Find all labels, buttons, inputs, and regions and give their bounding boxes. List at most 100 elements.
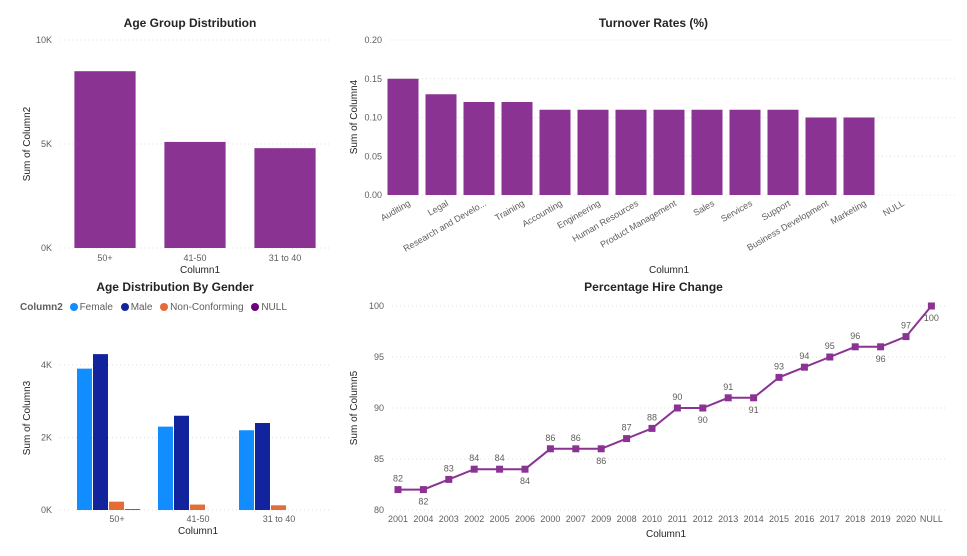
hire-marker — [800, 363, 808, 371]
bar-researchanddevelo — [463, 102, 495, 195]
data-label: 91 — [749, 405, 759, 415]
bar-50+ — [74, 71, 136, 248]
x-tick-label: 2002 — [464, 514, 484, 524]
bar-auditing — [387, 78, 419, 195]
data-label: 93 — [774, 361, 784, 371]
legend-title: Column2 — [20, 302, 63, 313]
y-axis-title: Sum of Column2 — [22, 106, 33, 181]
y-tick-label: 0.10 — [364, 113, 382, 123]
x-tick-label: 2005 — [490, 514, 510, 524]
x-tick-label: 2013 — [718, 514, 738, 524]
data-label: 97 — [901, 321, 911, 331]
y-tick-label: 100 — [369, 301, 384, 311]
x-tick-label: 2007 — [566, 514, 586, 524]
legend-dot-null — [251, 303, 260, 311]
hire-marker — [445, 475, 453, 483]
data-label: 82 — [393, 474, 403, 484]
bar-31 to 40 — [254, 148, 316, 248]
x-tick-label: 2003 — [439, 514, 459, 524]
x-tick-label: 31 to 40 — [263, 514, 296, 524]
hire-marker — [496, 465, 504, 473]
y-tick-label: 90 — [374, 403, 384, 413]
x-tick-label: 2006 — [515, 514, 535, 524]
x-tick-label: 2000 — [540, 514, 560, 524]
hire-marker — [673, 404, 681, 412]
gender-legend: Column2 Female Male Non-Conforming NULL — [20, 302, 292, 313]
data-label: 82 — [418, 497, 428, 507]
y-tick-label: 80 — [374, 505, 384, 515]
data-label: 84 — [520, 476, 530, 486]
data-label: 88 — [647, 412, 657, 422]
x-tick-label: 2010 — [642, 514, 662, 524]
data-label: 96 — [850, 331, 860, 341]
hire-marker — [699, 404, 707, 412]
y-tick-label: 4K — [41, 360, 52, 370]
x-tick-label: 2020 — [896, 514, 916, 524]
bar-male-1 — [174, 415, 189, 510]
data-label: 86 — [571, 433, 581, 443]
gender-chart-title: Age Distribution By Gender — [96, 280, 254, 294]
bar-services — [729, 109, 761, 195]
x-tick-label: 2017 — [820, 514, 840, 524]
bar-productmanagement — [653, 109, 685, 195]
turnover-chart-svg: 0.00 0.05 0.10 0.15 0.20 Column1 Sum of Column… — [349, 35, 955, 276]
bar-male-0 — [93, 354, 108, 510]
hire-marker — [546, 445, 554, 453]
hire-marker — [775, 373, 783, 381]
legend-item-null[interactable]: NULL — [251, 302, 287, 313]
bar-female-2 — [239, 430, 254, 510]
x-axis-title: Column1 — [180, 265, 220, 276]
y-tick-label: 0.15 — [364, 74, 382, 84]
x-tick-label: 2016 — [794, 514, 814, 524]
hire-marker — [648, 424, 656, 432]
data-label: 83 — [444, 463, 454, 473]
hire-marker — [750, 394, 758, 402]
bar-support — [767, 109, 799, 195]
x-tick-label: 2014 — [744, 514, 764, 524]
hire-marker — [470, 465, 478, 473]
x-tick-label: Legal — [426, 198, 450, 218]
y-tick-label: 2K — [41, 433, 52, 443]
hire-marker — [851, 343, 859, 351]
x-tick-label: 2004 — [413, 514, 433, 524]
bar-marketing — [843, 117, 875, 195]
hire-marker — [724, 394, 732, 402]
x-tick-label: NULL — [920, 514, 943, 524]
legend-item-female[interactable]: Female — [69, 302, 113, 313]
bar-nonconforming-1 — [190, 504, 205, 510]
y-tick-label: 0K — [41, 505, 52, 515]
legend-dot-male — [120, 303, 129, 311]
x-tick-label: 2018 — [845, 514, 865, 524]
bar-training — [501, 102, 533, 195]
legend-item-male[interactable]: Male — [120, 302, 152, 313]
legend-item-nonconforming[interactable]: Non-Conforming — [160, 302, 244, 313]
legend-label-nonconforming: Non-Conforming — [170, 302, 244, 313]
hire-marker — [521, 465, 529, 473]
x-tick-label: 31 to 40 — [269, 253, 302, 263]
data-label: 96 — [876, 354, 886, 364]
x-tick-label: 2008 — [617, 514, 637, 524]
y-tick-label: 10K — [36, 35, 52, 45]
y-tick-label: 5K — [41, 139, 52, 149]
age-chart-svg: 0K 5K 10K Column1 Sum of Column2 50+ 41-50 31 t… — [22, 35, 330, 276]
gender-chart-svg: 0K 2K 4K Column1 Sum of Column3 50+ 41-50 31 to… — [22, 354, 330, 537]
y-tick-label: 0.20 — [364, 35, 382, 45]
bar-engineering — [577, 109, 609, 195]
turnover-chart-panel: Turnover Rates (%) 0.00 0.05 0.10 0.15 0.20 C… — [340, 0, 967, 280]
hire-chart-panel: Percentage Hire Change 80 85 90 95 100 Column… — [340, 276, 967, 556]
data-label: 84 — [469, 453, 479, 463]
x-tick-label: 2001 — [388, 514, 408, 524]
bar-accounting — [539, 109, 571, 195]
x-axis-title: Column1 — [649, 265, 689, 276]
data-label: 91 — [723, 382, 733, 392]
y-tick-label: 0.05 — [364, 151, 382, 161]
x-tick-label: 41-50 — [186, 514, 209, 524]
y-tick-label: 85 — [374, 454, 384, 464]
y-axis-title: Sum of Column5 — [349, 370, 360, 445]
hire-chart-svg: 80 85 90 95 100 Column1 Sum of Column5 82 2001 82… — [349, 301, 945, 540]
hire-chart-title: Percentage Hire Change — [584, 280, 723, 294]
hire-marker — [902, 333, 910, 341]
hire-marker — [572, 445, 580, 453]
hire-marker — [394, 486, 402, 494]
age-chart-panel: Age Group Distribution 0K 5K 10K Column1 Sum… — [0, 0, 340, 280]
